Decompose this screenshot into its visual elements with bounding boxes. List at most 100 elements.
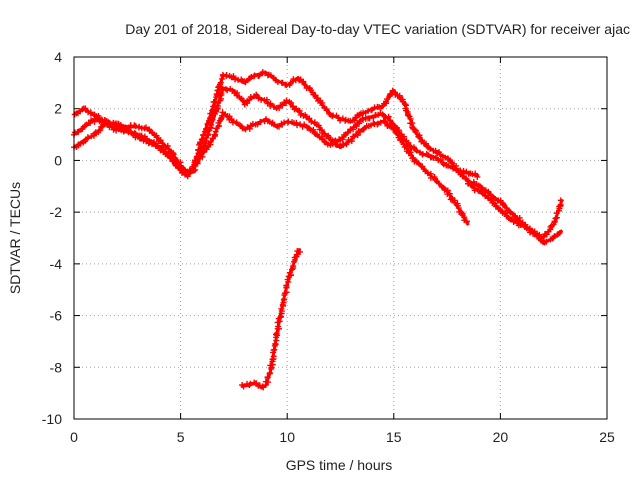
data-point — [240, 383, 247, 390]
x-tick-label: 0 — [70, 429, 78, 445]
x-tick-label: 15 — [386, 429, 402, 445]
x-tick-label: 25 — [599, 429, 615, 445]
data-point — [199, 153, 206, 160]
data-point — [490, 199, 497, 206]
data-point — [472, 170, 479, 177]
data-point — [331, 138, 338, 145]
data-point — [212, 128, 219, 135]
data-point — [467, 181, 474, 188]
data-point — [87, 109, 94, 116]
x-axis-label: GPS time / hours — [286, 457, 393, 473]
data-point — [297, 248, 304, 255]
data-point — [341, 131, 348, 138]
y-tick-label: -10 — [42, 411, 62, 427]
data-point — [410, 155, 417, 162]
data-point — [91, 130, 98, 137]
data-point — [283, 97, 290, 104]
data-point — [213, 91, 220, 98]
y-tick-label: -6 — [50, 308, 63, 324]
data-point — [366, 115, 373, 122]
data-point — [143, 124, 150, 131]
data-point — [493, 202, 500, 209]
data-point — [207, 138, 214, 145]
data-point — [294, 122, 301, 129]
data-point — [395, 127, 402, 134]
data-point — [233, 119, 240, 126]
data-point — [284, 276, 291, 283]
data-point — [79, 126, 86, 133]
data-point — [396, 92, 403, 99]
data-point — [345, 137, 352, 144]
series-track-d — [464, 180, 564, 246]
data-point — [359, 126, 366, 133]
data-point — [276, 123, 283, 130]
data-point — [145, 140, 152, 147]
data-point — [223, 72, 230, 79]
data-point — [263, 96, 270, 103]
plot-frame — [73, 56, 608, 420]
data-point — [276, 105, 283, 112]
data-point — [215, 84, 222, 91]
data-point — [499, 209, 506, 216]
data-point — [412, 129, 419, 136]
data-point — [279, 102, 286, 109]
y-axis-label: SDTVAR / TECUs — [7, 182, 23, 294]
data-point — [435, 180, 442, 187]
data-point — [296, 108, 303, 115]
data-point — [360, 116, 367, 123]
data-point — [314, 131, 321, 138]
data-point — [239, 125, 246, 132]
data-point — [301, 81, 308, 88]
data-point — [522, 223, 529, 230]
data-point — [82, 105, 89, 112]
data-point — [264, 374, 271, 381]
data-point — [159, 146, 166, 153]
series-track-e — [239, 247, 304, 391]
data-point — [451, 199, 458, 206]
data-point — [306, 125, 313, 132]
data-point — [400, 136, 407, 143]
data-point — [336, 143, 343, 150]
y-tick-label: -4 — [50, 256, 63, 272]
data-point — [167, 154, 174, 161]
data-point — [271, 121, 278, 128]
data-point — [385, 113, 392, 120]
data-point — [228, 116, 235, 123]
data-point — [368, 107, 375, 114]
data-point — [557, 197, 564, 204]
data-point — [266, 369, 273, 376]
data-point — [286, 269, 293, 276]
data-point — [164, 142, 171, 149]
data-point — [283, 282, 290, 289]
data-point — [446, 190, 453, 197]
data-point — [288, 99, 295, 106]
data-point — [96, 127, 103, 134]
data-point — [319, 135, 326, 142]
data-point — [127, 128, 134, 135]
data-point — [256, 72, 263, 79]
data-point — [419, 137, 426, 144]
y-tick-label: -2 — [50, 204, 63, 220]
data-point — [315, 122, 322, 129]
x-tick-label: 5 — [177, 429, 185, 445]
data-point — [157, 137, 164, 144]
data-point — [351, 117, 358, 124]
data-point — [289, 266, 296, 273]
data-point — [360, 126, 367, 133]
data-point — [219, 75, 226, 82]
data-point — [517, 222, 524, 229]
data-point — [354, 132, 361, 139]
series-track-c — [71, 105, 481, 180]
data-point — [551, 219, 558, 226]
data-point — [274, 78, 281, 85]
data-point — [246, 125, 253, 132]
data-point — [501, 202, 508, 209]
data-point — [303, 113, 310, 120]
data-point — [374, 120, 381, 127]
data-point — [415, 133, 422, 140]
data-point — [556, 230, 563, 237]
data-point — [149, 141, 156, 148]
data-point — [88, 117, 95, 124]
data-point — [204, 132, 211, 139]
